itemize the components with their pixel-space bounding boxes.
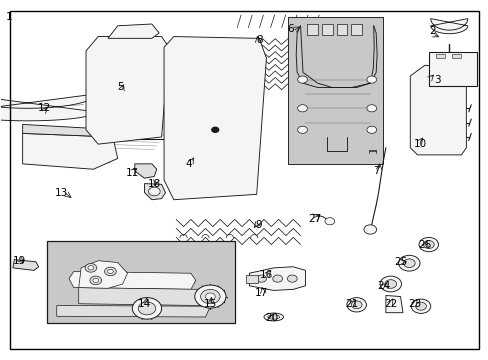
Ellipse shape: [267, 315, 279, 319]
Circle shape: [272, 275, 282, 282]
Circle shape: [418, 237, 438, 252]
Circle shape: [366, 105, 376, 112]
Circle shape: [194, 285, 225, 308]
Circle shape: [107, 269, 113, 274]
Circle shape: [346, 298, 366, 312]
Polygon shape: [57, 306, 210, 317]
Circle shape: [366, 126, 376, 134]
Circle shape: [200, 289, 220, 304]
Circle shape: [88, 266, 94, 270]
Circle shape: [403, 259, 414, 267]
Polygon shape: [69, 271, 195, 289]
Circle shape: [423, 240, 433, 248]
Polygon shape: [135, 164, 157, 178]
Text: 21: 21: [345, 299, 358, 309]
Polygon shape: [79, 288, 203, 306]
Text: 16: 16: [259, 270, 272, 280]
Text: 15: 15: [203, 299, 217, 309]
Text: 13: 13: [55, 188, 68, 198]
Text: 26: 26: [417, 239, 430, 249]
Circle shape: [93, 278, 99, 283]
FancyBboxPatch shape: [451, 54, 460, 58]
Polygon shape: [163, 37, 266, 200]
Circle shape: [287, 275, 297, 282]
Text: 5: 5: [117, 82, 123, 92]
Circle shape: [297, 76, 307, 83]
Text: 17: 17: [254, 288, 267, 298]
Polygon shape: [79, 261, 127, 288]
Text: 11: 11: [125, 168, 139, 178]
Polygon shape: [430, 19, 467, 34]
Text: 12: 12: [38, 103, 51, 113]
Polygon shape: [108, 24, 159, 39]
Text: 27: 27: [308, 215, 321, 224]
Text: 20: 20: [264, 313, 277, 323]
Text: 2: 2: [428, 26, 435, 36]
Text: 22: 22: [384, 299, 397, 309]
Polygon shape: [249, 267, 305, 291]
Circle shape: [256, 275, 266, 282]
Text: 19: 19: [13, 256, 26, 266]
Polygon shape: [86, 37, 168, 144]
Circle shape: [85, 264, 97, 272]
Circle shape: [350, 301, 361, 309]
Text: 14: 14: [138, 299, 151, 309]
Polygon shape: [13, 260, 39, 270]
Text: 4: 4: [185, 159, 191, 169]
Polygon shape: [144, 184, 165, 200]
Circle shape: [90, 276, 102, 285]
Text: 6: 6: [287, 24, 294, 35]
Text: 25: 25: [393, 257, 407, 267]
Circle shape: [366, 76, 376, 83]
Circle shape: [363, 225, 376, 234]
Circle shape: [379, 276, 401, 292]
Text: 7: 7: [372, 166, 379, 176]
Polygon shape: [385, 296, 402, 313]
Polygon shape: [409, 65, 466, 155]
Text: 8: 8: [255, 35, 262, 45]
Circle shape: [398, 255, 419, 271]
FancyBboxPatch shape: [246, 275, 258, 283]
Text: 9: 9: [255, 220, 262, 230]
Polygon shape: [22, 125, 118, 137]
Polygon shape: [22, 134, 118, 169]
FancyBboxPatch shape: [428, 52, 476, 86]
Text: 3: 3: [433, 75, 440, 85]
FancyBboxPatch shape: [307, 24, 318, 35]
FancyBboxPatch shape: [435, 54, 444, 58]
FancyBboxPatch shape: [47, 241, 234, 323]
FancyBboxPatch shape: [322, 24, 332, 35]
Ellipse shape: [264, 313, 283, 321]
Polygon shape: [0, 94, 96, 121]
Text: 10: 10: [413, 139, 426, 149]
Circle shape: [211, 127, 218, 132]
FancyBboxPatch shape: [350, 24, 361, 35]
Circle shape: [132, 298, 161, 319]
Circle shape: [104, 267, 116, 276]
Circle shape: [384, 280, 396, 288]
Text: 23: 23: [407, 299, 421, 309]
Circle shape: [297, 126, 307, 134]
Circle shape: [205, 293, 215, 300]
Text: 24: 24: [376, 281, 389, 291]
Text: 18: 18: [147, 179, 161, 189]
Circle shape: [138, 302, 156, 315]
Circle shape: [148, 187, 160, 196]
Circle shape: [297, 105, 307, 112]
Text: 1: 1: [6, 12, 13, 22]
FancyBboxPatch shape: [288, 17, 383, 164]
Circle shape: [410, 299, 430, 314]
Circle shape: [415, 302, 426, 310]
FancyBboxPatch shape: [336, 24, 346, 35]
Circle shape: [325, 218, 334, 225]
